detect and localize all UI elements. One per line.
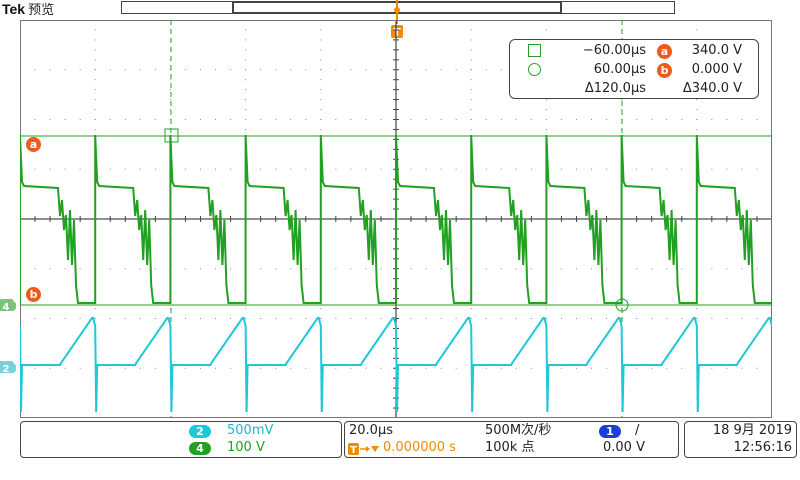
square-icon [528,44,541,57]
cursor-readout-panel[interactable]: −60.00μs a 340.0 V 60.00μs b 0.000 V Δ12… [509,39,759,99]
cursor-b-readout-badge: b [657,63,672,78]
cursor-readout-row-1: −60.00μs a 340.0 V [510,42,758,60]
channel-4-waveform [20,134,772,304]
cursor-a-readout-badge: a [657,44,672,59]
channel-4-marker-label: 4 [3,302,10,311]
cursor-a-voltage: 340.0 V [691,43,742,58]
brand-logo: Tek [2,1,26,17]
sample-rate: 500M次/秒 [485,423,552,438]
channel-4-scale: 100 V [227,440,265,455]
datetime-panel: 18 9月 2019 12:56:16 [684,421,797,458]
acquisition-mode: 预览 [28,3,55,18]
trigger-position-icon[interactable]: T [391,0,403,40]
circle-icon [528,63,541,76]
trigger-slope: / [635,423,640,438]
channel-2-waveform [20,317,772,413]
trigger-source-badge[interactable]: 1 [599,425,621,438]
channel-4-badge[interactable]: 4 [189,442,211,455]
trigger-marker-label: T [393,26,401,39]
record-length: 100k 点 [485,440,535,455]
channel-2-ground-marker[interactable]: 2 [0,361,16,373]
cursor-b-voltage: 0.000 V [691,62,742,77]
scope-graticule[interactable] [20,20,772,418]
cursor-readout-row-3: Δ120.0μs Δ340.0 V [510,80,758,98]
horizontal-scale: 20.0μs [349,423,393,438]
channel-2-scale: 500mV [227,423,274,438]
cursor-readout-row-2: 60.00μs b 0.000 V [510,61,758,79]
channel-2-marker-label: 2 [3,364,10,373]
time: 12:56:16 [733,440,792,455]
top-bar: Tek 预览 T [0,0,800,39]
trigger-delay: 0.000000 s [383,440,456,455]
cursor-2-time: 60.00μs [593,62,646,77]
timebase-panel[interactable]: 20.0μs T 0.000000 s 500M次/秒 100k 点 1 / 0… [344,421,679,458]
trigger-delay-icon: T [348,443,379,456]
svg-text:T: T [350,445,357,456]
channel-4-ground-marker[interactable]: 4 [0,299,16,311]
cursor-delta-voltage: Δ340.0 V [682,81,742,96]
channel-settings-panel[interactable]: 2 500mV 4 100 V [20,421,342,458]
channel-2-badge[interactable]: 2 [189,425,211,438]
cursor-a-badge[interactable]: a [26,137,41,152]
trigger-level: 0.00 V [603,440,645,455]
cursor-b-badge[interactable]: b [26,287,41,302]
brand: Tek 预览 [2,0,54,18]
cursor-delta-time: Δ120.0μs [584,81,646,96]
cursor-1-time: −60.00μs [582,43,646,58]
date: 18 9月 2019 [712,423,792,438]
